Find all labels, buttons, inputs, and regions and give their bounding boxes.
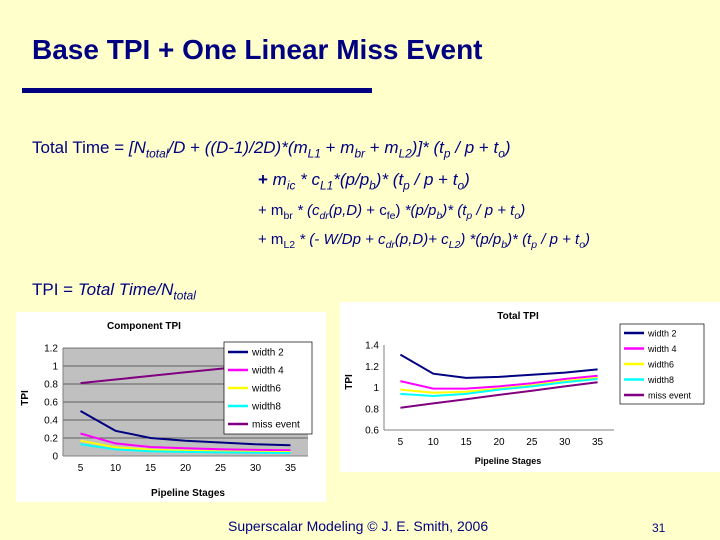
x-axis-label: Pipeline Stages [475, 456, 542, 466]
y-axis-label: TPI [20, 390, 31, 406]
equation-line-2: + mic * cL1*(p/pb)* (tp / p + to) [258, 170, 470, 193]
x-tick-label: 10 [110, 463, 122, 474]
page-number: 31 [652, 521, 666, 535]
legend-label: width6 [647, 360, 674, 370]
x-tick-label: 5 [78, 463, 84, 474]
x-tick-label: 30 [250, 463, 262, 474]
x-tick-label: 20 [493, 437, 505, 448]
series-line-width8 [80, 443, 291, 454]
x-tick-label: 35 [592, 437, 604, 448]
y-tick-label: 0.8 [44, 380, 58, 391]
slide-title: Base TPI + One Linear Miss Event [32, 34, 483, 65]
plot-area: 0.6 0.8 1 1.2 1.4 5 10 15 20 25 30 35 [365, 341, 614, 448]
series-line-miss-event [400, 381, 598, 409]
legend: width 2 width 4 width6 width8 miss event [223, 341, 313, 435]
series-line-width8 [400, 378, 598, 398]
title-underline [22, 88, 372, 93]
y-tick-label: 0.6 [44, 398, 58, 409]
equation-line-1: Total Time = [Ntotal/D + ((D-1)/2D)*(mL1… [32, 138, 511, 161]
x-tick-label: 35 [285, 463, 297, 474]
y-tick-label: 1.2 [365, 362, 379, 373]
series-line-width-4 [400, 374, 598, 390]
legend-label: width8 [647, 375, 674, 385]
slide-footer: Superscalar Modeling © J. E. Smith, 2006 [228, 518, 489, 534]
legend-label: width6 [251, 384, 281, 395]
legend-label: miss event [252, 420, 300, 431]
plot-background [384, 345, 614, 430]
x-tick-label: 10 [428, 437, 440, 448]
x-tick-label: 30 [559, 437, 571, 448]
legend-label: width 2 [647, 329, 677, 339]
tpi-equation: TPI = Total Time/Ntotal [32, 280, 196, 303]
legend-label: width 2 [251, 348, 284, 359]
legend-label: width 4 [251, 366, 284, 377]
y-tick-label: 1.2 [44, 344, 58, 355]
equation-line-3: + mbr * (cdr(p,D) + cfe) *(p/pb)* (tp / … [258, 202, 526, 222]
x-axis-label: Pipeline Stages [151, 488, 225, 499]
y-tick-label: 0.6 [365, 426, 379, 437]
total-tpi-chart: Total TPI TPI Pipeline Stages 0.6 0.8 1 1.2… [340, 302, 720, 472]
x-tick-label: 20 [180, 463, 192, 474]
chart-title: Total TPI [497, 311, 539, 322]
x-tick-label: 25 [215, 463, 227, 474]
x-tick-label: 15 [145, 463, 157, 474]
legend: width 2 width 4 width6 width8 miss event [619, 323, 705, 405]
x-tick-label: 5 [398, 437, 404, 448]
component-tpi-chart: Component TPI TPI Pipeline Stages 0 0.2 0.… [16, 312, 326, 502]
y-axis-label: TPI [344, 374, 355, 390]
y-tick-label: 0.4 [44, 416, 58, 427]
legend-label: width 4 [647, 344, 677, 354]
y-tick-label: 0.2 [44, 434, 58, 445]
legend-label: miss event [648, 391, 692, 401]
chart-title: Component TPI [107, 321, 181, 332]
x-tick-label: 15 [461, 437, 473, 448]
y-tick-label: 1 [52, 362, 58, 373]
y-tick-label: 1.4 [365, 341, 379, 352]
series-line-width-2 [399, 353, 598, 379]
legend-label: width8 [251, 402, 281, 413]
y-tick-label: 0 [52, 452, 58, 463]
series-line-width-4 [80, 432, 291, 452]
y-tick-label: 0.8 [365, 404, 379, 415]
y-tick-label: 1 [373, 383, 379, 394]
series-line-width-2 [80, 410, 291, 447]
x-tick-label: 25 [526, 437, 538, 448]
equation-line-4: + mL2 * (- W/Dp + cdr(p,D)+ cL2) *(p/pb)… [258, 231, 591, 251]
